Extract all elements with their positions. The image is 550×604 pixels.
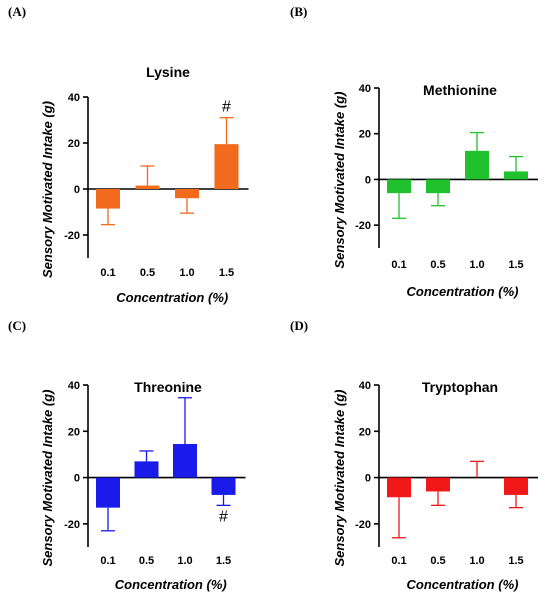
y-tick-label: -20 bbox=[64, 230, 80, 242]
y-tick-label: 20 bbox=[68, 138, 80, 150]
y-tick-label: 0 bbox=[365, 174, 371, 186]
x-tick-label: 1.0 bbox=[179, 267, 194, 279]
x-tick-label: 0.1 bbox=[391, 259, 406, 271]
y-tick-label: 20 bbox=[68, 426, 80, 438]
x-tick-label: 1.5 bbox=[219, 267, 234, 279]
panel-letter: (A) bbox=[8, 4, 26, 19]
bar bbox=[426, 179, 450, 194]
y-tick-label: 0 bbox=[365, 473, 371, 485]
bar bbox=[504, 477, 528, 495]
bar bbox=[211, 477, 236, 495]
x-tick-label: 0.1 bbox=[100, 555, 115, 567]
y-tick-label: -20 bbox=[64, 519, 80, 531]
chart-panel-4: (D) Tryptophan -20 0 20 40 0.1 0.5 1.0 1.5 Concent… bbox=[290, 318, 538, 592]
x-tick-label: 1.5 bbox=[508, 555, 523, 567]
x-tick-label: 1.5 bbox=[216, 555, 231, 567]
x-tick-label: 1.0 bbox=[469, 555, 484, 567]
chart-panel-2: (B) Methionine -20 0 20 40 0.1 0.5 1.0 1.5 Concent… bbox=[290, 4, 538, 299]
x-tick-label: 1.0 bbox=[177, 555, 192, 567]
bar bbox=[173, 444, 197, 478]
chart-panel-3: (C) Threonine -20 0 20 40 0.1 0.5 1.0 1.5 # Concent… bbox=[8, 318, 246, 592]
x-axis-label: Concentration (%) bbox=[116, 290, 228, 305]
y-axis-label: Sensory Motivated Intake (g) bbox=[40, 390, 55, 567]
y-axis-label: Sensory Motivated Intake (g) bbox=[40, 101, 55, 278]
y-tick-label: 40 bbox=[68, 380, 80, 392]
x-tick-label: 1.0 bbox=[469, 259, 484, 271]
x-tick-label: 0.5 bbox=[139, 555, 154, 567]
x-tick-label: 0.5 bbox=[430, 555, 445, 567]
y-tick-label: -20 bbox=[355, 519, 371, 531]
bar bbox=[387, 477, 411, 498]
y-tick-label: 40 bbox=[359, 83, 371, 95]
y-tick-label: 40 bbox=[68, 92, 80, 104]
x-tick-label: 1.5 bbox=[508, 259, 523, 271]
x-tick-label: 0.5 bbox=[140, 267, 155, 279]
y-tick-label: -20 bbox=[355, 220, 371, 232]
chart-title: Threonine bbox=[134, 379, 202, 395]
chart-title: Tryptophan bbox=[422, 379, 498, 395]
bar bbox=[96, 477, 120, 508]
chart-title: Lysine bbox=[146, 64, 190, 80]
bar bbox=[134, 461, 159, 478]
y-tick-label: 20 bbox=[359, 129, 371, 141]
bar bbox=[175, 189, 199, 199]
y-tick-label: 40 bbox=[359, 380, 371, 392]
x-axis-label: Concentration (%) bbox=[115, 577, 227, 592]
chart-panel-1: (A) Lysine -20 0 20 40 0.1 0.5 1.0 1.5 # Concentrat… bbox=[8, 4, 249, 305]
x-tick-label: 0.1 bbox=[391, 555, 406, 567]
bar bbox=[504, 171, 528, 180]
y-tick-label: 20 bbox=[359, 426, 371, 438]
bar bbox=[387, 179, 411, 194]
bar bbox=[214, 144, 239, 189]
significance-marker: # bbox=[222, 99, 231, 116]
bar bbox=[135, 185, 160, 189]
y-tick-label: 0 bbox=[74, 473, 80, 485]
x-tick-label: 0.5 bbox=[430, 259, 445, 271]
chart-title: Methionine bbox=[423, 82, 497, 98]
bar bbox=[426, 477, 450, 492]
x-tick-label: 0.1 bbox=[100, 267, 115, 279]
panel-letter: (D) bbox=[290, 318, 308, 333]
panel-letter: (C) bbox=[8, 318, 26, 333]
panel-letter: (B) bbox=[290, 4, 307, 19]
bar bbox=[465, 150, 489, 180]
bar bbox=[96, 189, 120, 209]
x-axis-label: Concentration (%) bbox=[407, 284, 519, 299]
x-axis-label: Concentration (%) bbox=[407, 577, 519, 592]
y-axis-label: Sensory Motivated Intake (g) bbox=[332, 92, 347, 269]
y-tick-label: 0 bbox=[74, 184, 80, 196]
y-axis-label: Sensory Motivated Intake (g) bbox=[332, 390, 347, 567]
significance-marker: # bbox=[219, 508, 228, 525]
